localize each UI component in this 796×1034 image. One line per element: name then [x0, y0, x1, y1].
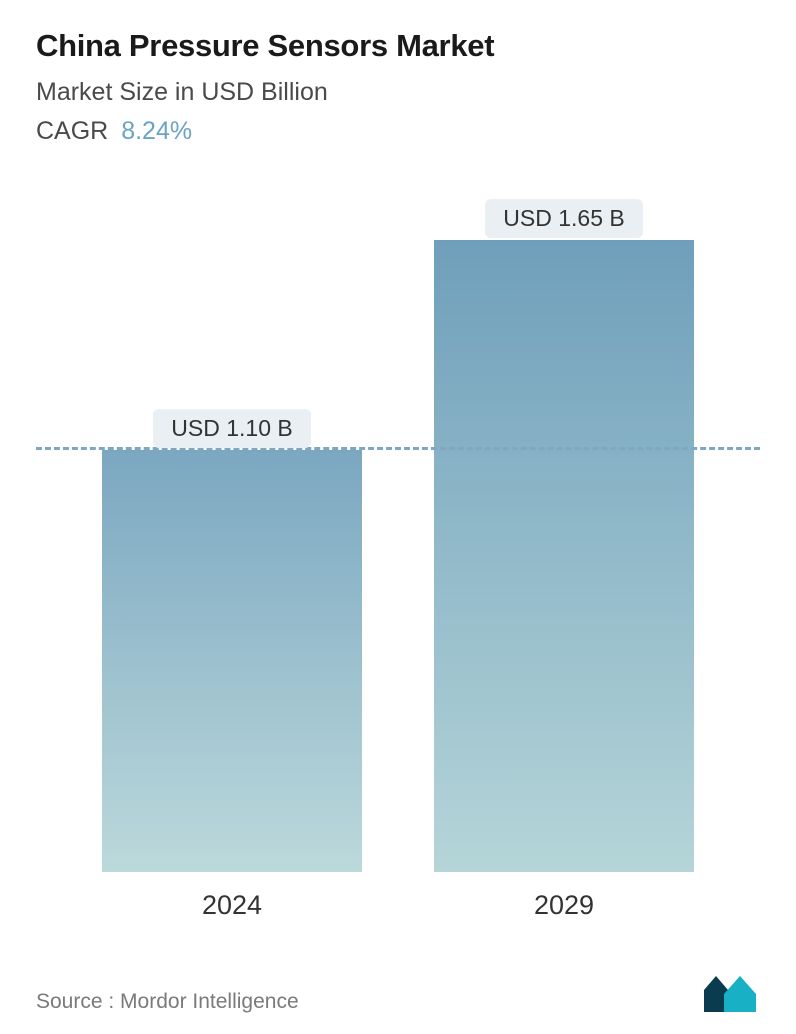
- plot-region: USD 1.10 B USD 1.65 B: [36, 182, 760, 872]
- chart-subtitle: Market Size in USD Billion: [36, 78, 760, 107]
- cagr-label: CAGR: [36, 117, 108, 145]
- x-label: 2029: [434, 890, 694, 921]
- bar: [102, 450, 362, 872]
- x-axis-labels: 2024 2029: [36, 872, 760, 921]
- bar-group: USD 1.65 B: [434, 182, 694, 872]
- cagr-row: CAGR 8.24%: [36, 117, 760, 146]
- value-badge: USD 1.65 B: [485, 199, 642, 238]
- bar: [434, 240, 694, 873]
- source-text: Source : Mordor Intelligence: [36, 990, 299, 1014]
- chart-container: China Pressure Sensors Market Market Siz…: [0, 0, 796, 1034]
- x-label: 2024: [102, 890, 362, 921]
- reference-line: [36, 447, 760, 450]
- chart-footer: Source : Mordor Intelligence: [36, 948, 760, 1014]
- brand-logo-icon: [702, 972, 760, 1014]
- bars-row: USD 1.10 B USD 1.65 B: [36, 182, 760, 872]
- cagr-value: 8.24%: [121, 117, 192, 145]
- chart-title: China Pressure Sensors Market: [36, 28, 760, 64]
- value-badge: USD 1.10 B: [153, 409, 310, 448]
- chart-area: USD 1.10 B USD 1.65 B 2024 2029: [36, 182, 760, 948]
- bar-group: USD 1.10 B: [102, 182, 362, 872]
